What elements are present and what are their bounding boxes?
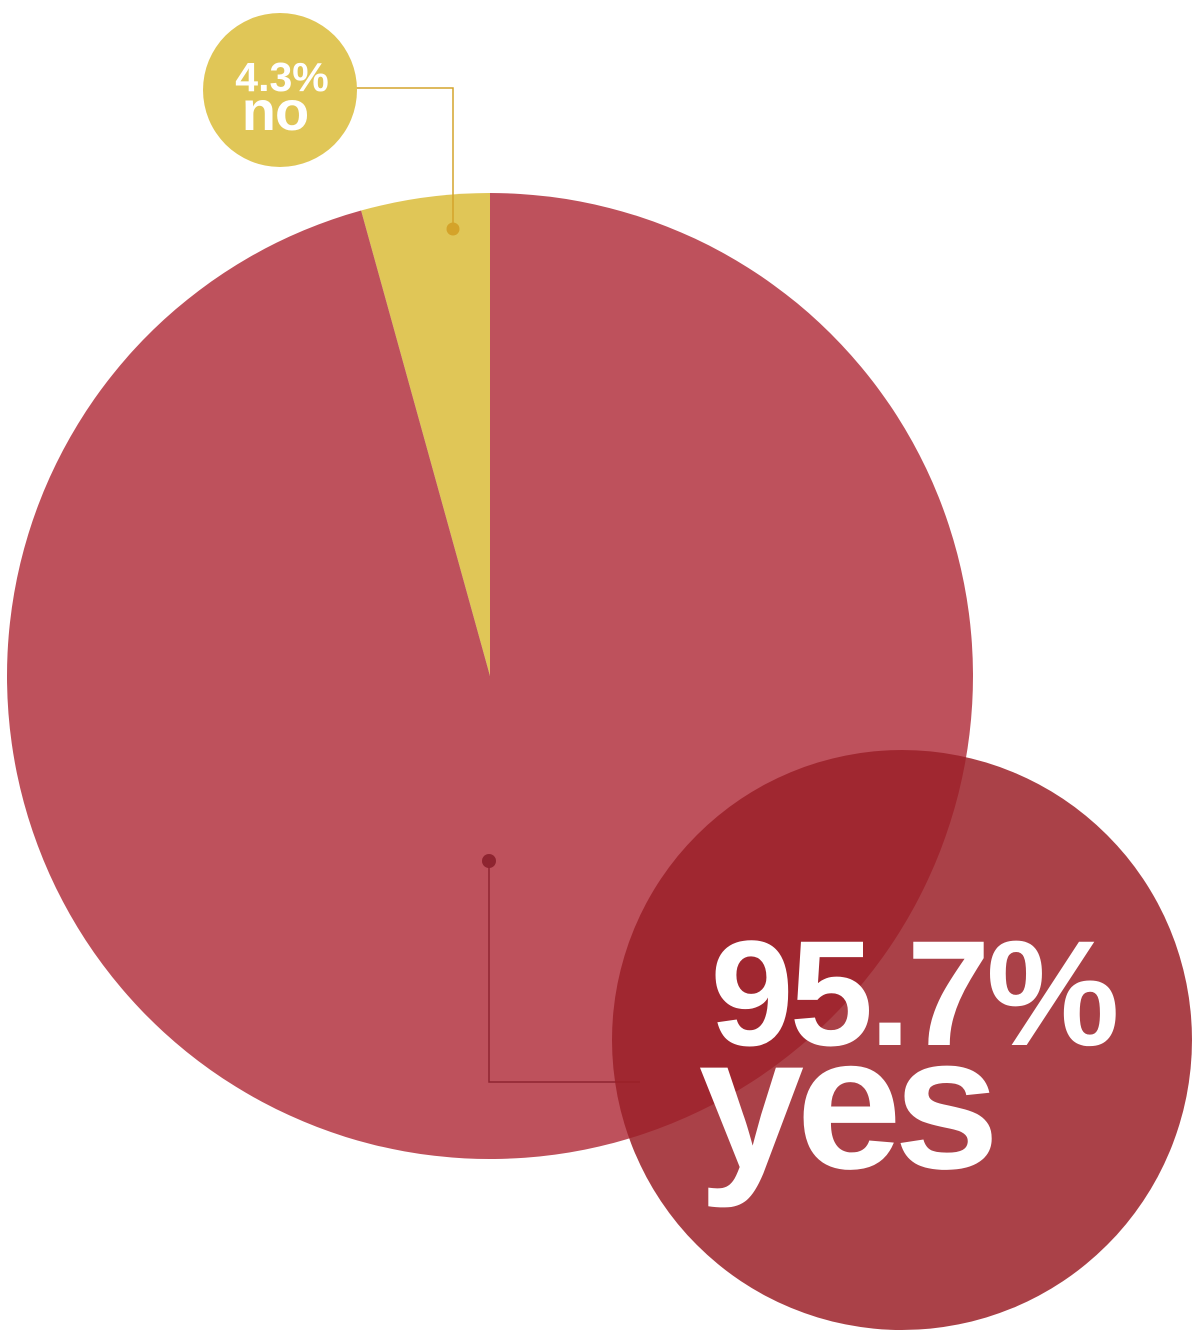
leader-dot-no (447, 223, 460, 236)
category-label-yes: yes (698, 997, 991, 1209)
leader-dot-yes (482, 854, 496, 868)
category-label-no: no (242, 79, 308, 142)
